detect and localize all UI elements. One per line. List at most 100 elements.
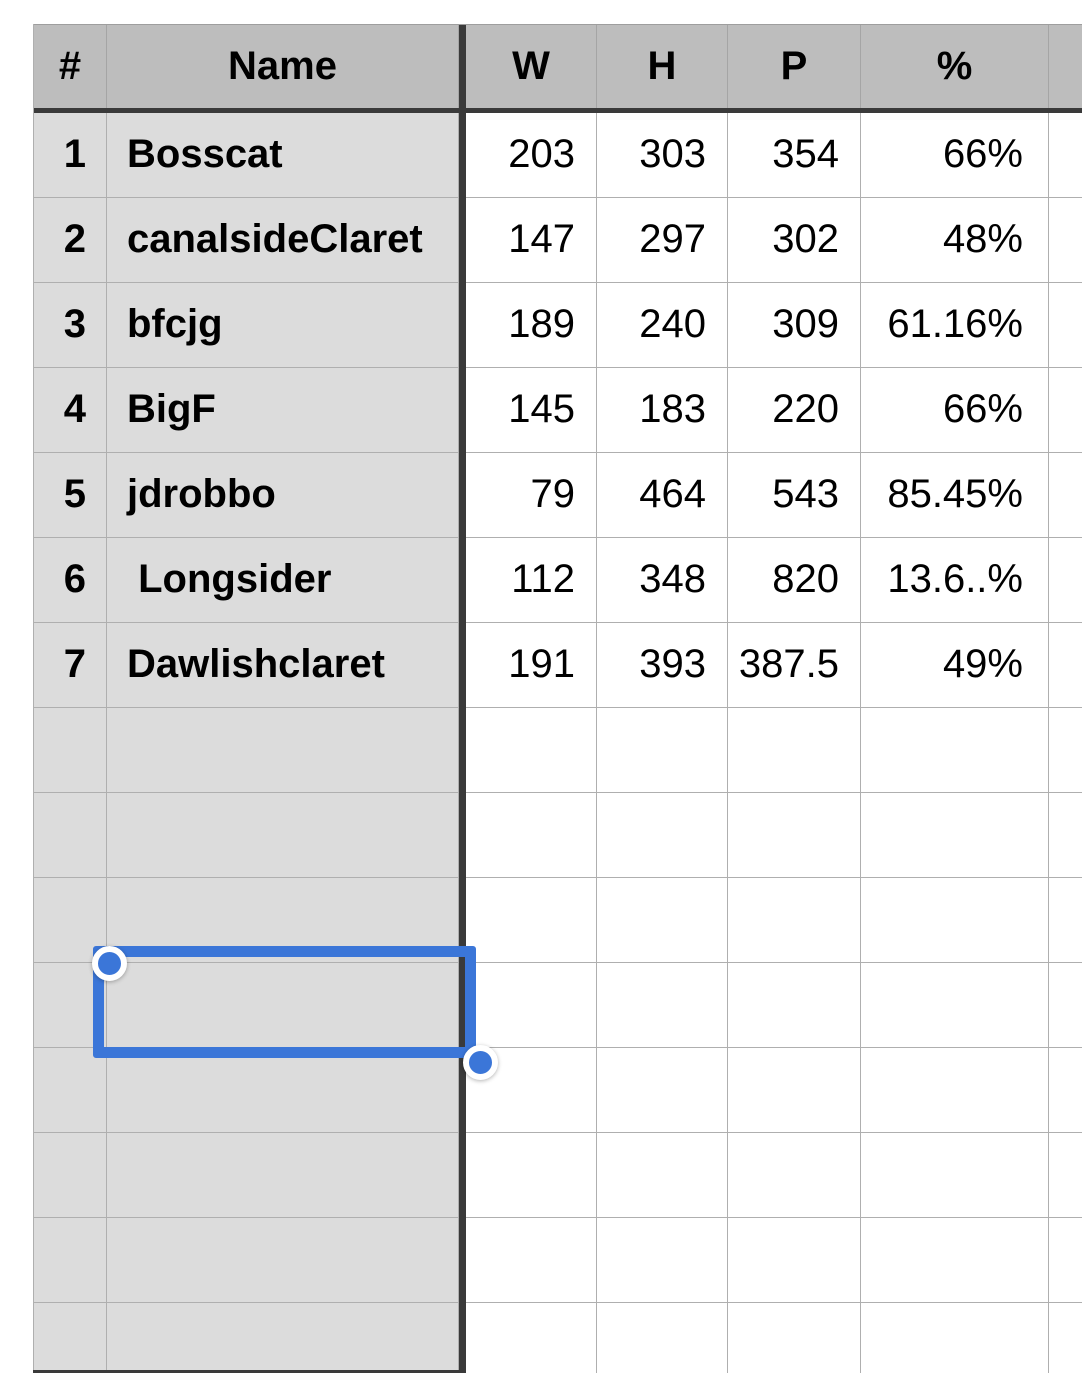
cell-pct-row14[interactable]: [861, 1218, 1049, 1303]
cell-num-row8[interactable]: [34, 708, 107, 793]
cell-name-row7[interactable]: Dawlishclaret: [107, 623, 459, 708]
cell-pct-row10[interactable]: [861, 878, 1049, 963]
cell-num-row15[interactable]: [34, 1303, 107, 1373]
cell-pct-row9[interactable]: [861, 793, 1049, 878]
cell-name-row9[interactable]: [107, 793, 459, 878]
cell-w-row14[interactable]: [466, 1218, 597, 1303]
cell-num-row14[interactable]: [34, 1218, 107, 1303]
cell-w-row10[interactable]: [466, 878, 597, 963]
cell-h-row3[interactable]: 240: [597, 283, 728, 368]
cell-num-row1[interactable]: 1: [34, 113, 107, 198]
selection-handle-top-left[interactable]: [92, 946, 127, 981]
cell-name-row8[interactable]: [107, 708, 459, 793]
cell-p-row10[interactable]: [728, 878, 861, 963]
cell-h-row9[interactable]: [597, 793, 728, 878]
cell-p-row3[interactable]: 309: [728, 283, 861, 368]
cell-num-row5[interactable]: 5: [34, 453, 107, 538]
cell-extra-row7[interactable]: [1049, 623, 1082, 708]
cell-pct-row8[interactable]: [861, 708, 1049, 793]
cell-w-row9[interactable]: [466, 793, 597, 878]
cell-pct-row3[interactable]: 61.16%: [861, 283, 1049, 368]
cell-p-row5[interactable]: 543: [728, 453, 861, 538]
cell-w-row4[interactable]: 145: [466, 368, 597, 453]
cell-extra-row2[interactable]: [1049, 198, 1082, 283]
cell-h-row7[interactable]: 393: [597, 623, 728, 708]
column-header-w[interactable]: W: [466, 25, 597, 108]
cell-pct-row4[interactable]: 66%: [861, 368, 1049, 453]
cell-name-row12[interactable]: [107, 1048, 459, 1133]
cell-w-row11[interactable]: [466, 963, 597, 1048]
cell-p-row2[interactable]: 302: [728, 198, 861, 283]
cell-p-row1[interactable]: 354: [728, 113, 861, 198]
cell-h-row5[interactable]: 464: [597, 453, 728, 538]
cell-name-row13[interactable]: [107, 1133, 459, 1218]
cell-num-row9[interactable]: [34, 793, 107, 878]
cell-extra-row12[interactable]: [1049, 1048, 1082, 1133]
cell-pct-row12[interactable]: [861, 1048, 1049, 1133]
column-header-name[interactable]: Name: [107, 25, 459, 108]
cell-p-row15[interactable]: [728, 1303, 861, 1373]
cell-h-row4[interactable]: 183: [597, 368, 728, 453]
column-header-num[interactable]: #: [34, 25, 107, 108]
cell-name-row1[interactable]: Bosscat: [107, 113, 459, 198]
column-header-pct[interactable]: %: [861, 25, 1049, 108]
cell-name-row4[interactable]: BigF: [107, 368, 459, 453]
cell-w-row1[interactable]: 203: [466, 113, 597, 198]
cell-h-row12[interactable]: [597, 1048, 728, 1133]
cell-w-row5[interactable]: 79: [466, 453, 597, 538]
cell-num-row12[interactable]: [34, 1048, 107, 1133]
cell-pct-row1[interactable]: 66%: [861, 113, 1049, 198]
cell-h-row15[interactable]: [597, 1303, 728, 1373]
column-header-h[interactable]: H: [597, 25, 728, 108]
cell-extra-row4[interactable]: [1049, 368, 1082, 453]
cell-num-row13[interactable]: [34, 1133, 107, 1218]
cell-name-row2[interactable]: canalsideClaret: [107, 198, 459, 283]
cell-name-row3[interactable]: bfcjg: [107, 283, 459, 368]
cell-h-row13[interactable]: [597, 1133, 728, 1218]
cell-extra-row13[interactable]: [1049, 1133, 1082, 1218]
cell-h-row1[interactable]: 303: [597, 113, 728, 198]
cell-w-row15[interactable]: [466, 1303, 597, 1373]
cell-num-row7[interactable]: 7: [34, 623, 107, 708]
cell-extra-row1[interactable]: [1049, 113, 1082, 198]
cell-p-row4[interactable]: 220: [728, 368, 861, 453]
cell-extra-row15[interactable]: [1049, 1303, 1082, 1373]
cell-h-row2[interactable]: 297: [597, 198, 728, 283]
cell-extra-row6[interactable]: [1049, 538, 1082, 623]
cell-w-row2[interactable]: 147: [466, 198, 597, 283]
cell-num-row4[interactable]: 4: [34, 368, 107, 453]
cell-num-row3[interactable]: 3: [34, 283, 107, 368]
cell-h-row14[interactable]: [597, 1218, 728, 1303]
cell-pct-row5[interactable]: 85.45%: [861, 453, 1049, 538]
cell-pct-row6[interactable]: 13.6..%: [861, 538, 1049, 623]
cell-w-row13[interactable]: [466, 1133, 597, 1218]
cell-pct-row13[interactable]: [861, 1133, 1049, 1218]
cell-num-row2[interactable]: 2: [34, 198, 107, 283]
cell-p-row12[interactable]: [728, 1048, 861, 1133]
column-header-blank[interactable]: [1049, 25, 1082, 108]
cell-extra-row9[interactable]: [1049, 793, 1082, 878]
cell-name-row5[interactable]: jdrobbo: [107, 453, 459, 538]
cell-name-row14[interactable]: [107, 1218, 459, 1303]
cell-name-row11[interactable]: [107, 963, 459, 1048]
selection-box[interactable]: [92, 946, 498, 1080]
cell-num-row10[interactable]: [34, 878, 107, 963]
cell-name-row6[interactable]: Longsider: [107, 538, 459, 623]
cell-extra-row8[interactable]: [1049, 708, 1082, 793]
cell-extra-row10[interactable]: [1049, 878, 1082, 963]
cell-w-row3[interactable]: 189: [466, 283, 597, 368]
cell-h-row11[interactable]: [597, 963, 728, 1048]
cell-p-row7[interactable]: 387.5: [728, 623, 861, 708]
cell-p-row8[interactable]: [728, 708, 861, 793]
cell-h-row10[interactable]: [597, 878, 728, 963]
cell-extra-row3[interactable]: [1049, 283, 1082, 368]
cell-p-row6[interactable]: 820: [728, 538, 861, 623]
cell-w-row7[interactable]: 191: [466, 623, 597, 708]
cell-extra-row14[interactable]: [1049, 1218, 1082, 1303]
cell-h-row6[interactable]: 348: [597, 538, 728, 623]
cell-p-row9[interactable]: [728, 793, 861, 878]
cell-w-row6[interactable]: 112: [466, 538, 597, 623]
cell-pct-row7[interactable]: 49%: [861, 623, 1049, 708]
cell-pct-row11[interactable]: [861, 963, 1049, 1048]
cell-num-row6[interactable]: 6: [34, 538, 107, 623]
